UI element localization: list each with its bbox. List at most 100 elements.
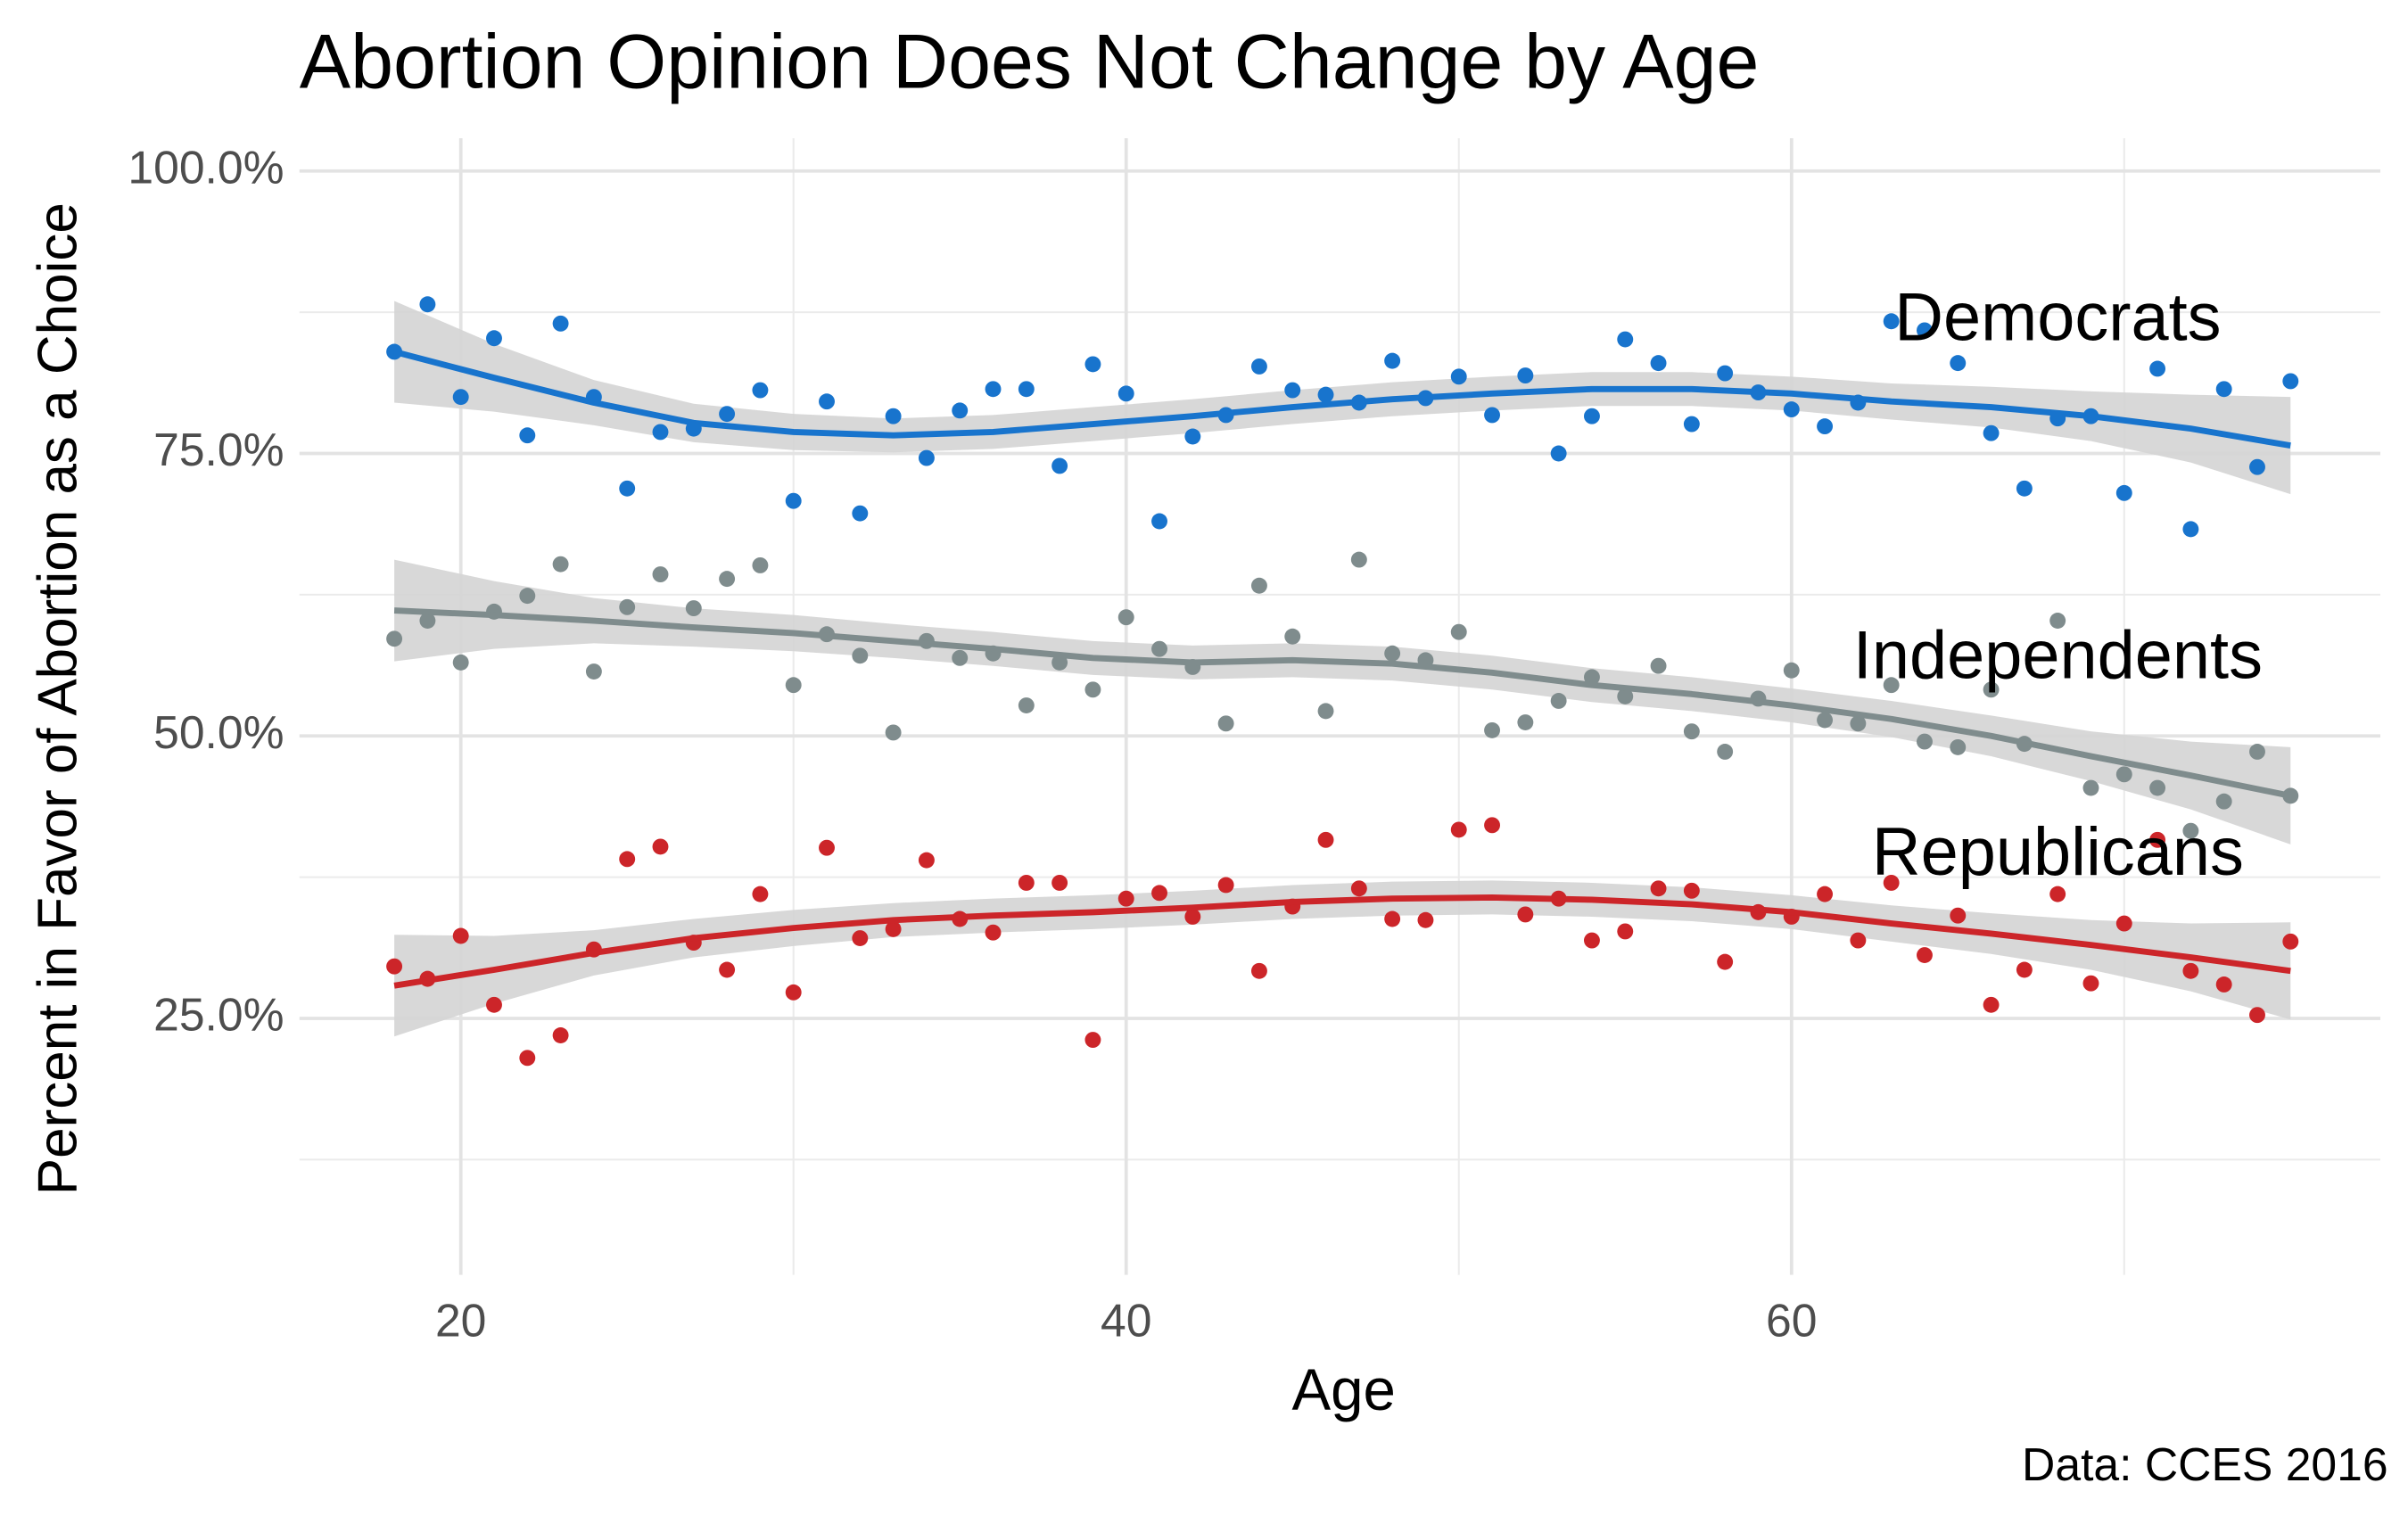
data-point (1018, 381, 1035, 398)
data-point (2016, 961, 2033, 978)
data-point (2182, 521, 2199, 538)
data-point (1184, 428, 1201, 445)
y-tick-label: 25.0% (153, 989, 284, 1041)
data-point (652, 566, 669, 583)
data-point (486, 330, 502, 347)
data-point (685, 600, 702, 617)
data-point (2115, 915, 2132, 932)
data-point (819, 839, 835, 856)
data-point (1983, 681, 2000, 698)
data-point (1384, 645, 1401, 662)
data-point (1950, 907, 1967, 924)
data-point (1084, 681, 1101, 698)
data-point (452, 654, 469, 671)
data-point (1850, 715, 1867, 732)
data-point (1317, 386, 1334, 403)
data-point (2249, 744, 2265, 760)
data-point (785, 492, 802, 509)
data-point (1583, 408, 1600, 424)
data-point (1550, 693, 1567, 709)
confidence-band (394, 559, 2291, 845)
data-point (552, 1027, 569, 1043)
fit-line (393, 894, 2291, 989)
data-point (419, 296, 436, 313)
data-point (1350, 551, 1367, 568)
data-point (1583, 669, 1600, 686)
data-point (2215, 793, 2232, 810)
data-point (885, 920, 902, 937)
data-point (1517, 906, 1534, 923)
data-point (1284, 382, 1301, 399)
data-point (2149, 779, 2166, 796)
data-point (2249, 1007, 2265, 1024)
data-point (386, 958, 403, 975)
data-point (519, 1050, 536, 1067)
data-point (1417, 911, 1434, 928)
data-point (2049, 886, 2066, 902)
data-point (719, 961, 736, 978)
y-tick-label: 100.0% (128, 141, 284, 193)
data-point (752, 556, 769, 573)
data-point (1350, 880, 1367, 897)
data-point (852, 930, 869, 946)
data-point (1683, 882, 1700, 899)
data-point (752, 886, 769, 902)
data-point (852, 647, 869, 664)
data-point (1018, 697, 1035, 713)
data-point (2215, 976, 2232, 993)
x-tick-label: 60 (1766, 1294, 1817, 1346)
data-point (1151, 640, 1167, 657)
data-point (2149, 831, 2166, 848)
data-point (652, 424, 669, 441)
data-point (885, 408, 902, 424)
data-point (1817, 886, 1834, 902)
data-point (1817, 418, 1834, 435)
data-point (619, 598, 636, 615)
data-point (985, 381, 1002, 398)
data-point (1317, 703, 1334, 720)
data-point (985, 924, 1002, 941)
data-point (1084, 356, 1101, 373)
data-point (2082, 975, 2099, 992)
series-label: Republicans (1872, 814, 2244, 890)
data-point (1384, 352, 1401, 369)
data-point (1217, 715, 1234, 732)
data-point (1917, 947, 1933, 963)
data-point (719, 406, 736, 423)
data-point (1783, 662, 1800, 679)
data-point (2182, 962, 2199, 979)
data-point (552, 556, 569, 573)
data-point (1983, 996, 2000, 1013)
data-point (1883, 874, 1900, 891)
data-point (1051, 654, 1068, 671)
data-point (852, 505, 869, 522)
fit-line (393, 349, 2291, 449)
data-point (1484, 817, 1501, 834)
data-point (1617, 688, 1634, 704)
data-point (1917, 322, 1933, 339)
data-point (486, 996, 502, 1013)
x-axis-label: Age (1291, 1357, 1395, 1422)
data-point (918, 449, 935, 466)
data-point (1051, 457, 1068, 474)
data-point (1950, 355, 1967, 372)
data-point (785, 677, 802, 694)
data-point (1583, 932, 1600, 949)
data-point (386, 630, 403, 647)
data-point (552, 315, 569, 332)
data-point (1217, 877, 1234, 894)
data-point (1683, 723, 1700, 740)
data-point (1783, 401, 1800, 418)
data-point (785, 984, 802, 1001)
data-point (2282, 933, 2299, 950)
chart-title: Abortion Opinion Does Not Change by Age (300, 20, 1760, 105)
data-point (2049, 613, 2066, 629)
data-point (2115, 484, 2132, 501)
data-point (2215, 381, 2232, 398)
data-point (1617, 923, 1634, 940)
data-point (1117, 385, 1134, 402)
data-point (952, 402, 969, 419)
data-point (585, 663, 602, 680)
data-point (419, 613, 436, 629)
